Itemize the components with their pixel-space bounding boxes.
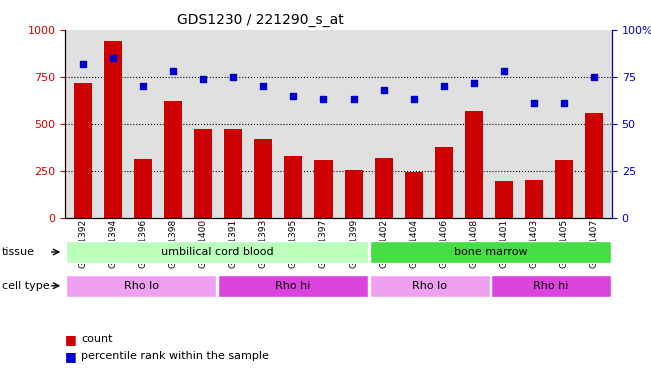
Point — [559, 100, 569, 106]
Text: bone marrow: bone marrow — [454, 247, 527, 257]
Bar — [217, 275, 368, 297]
Text: ■: ■ — [65, 350, 77, 363]
Point — [228, 74, 238, 80]
Bar — [314, 160, 333, 218]
Bar — [104, 41, 122, 218]
Point — [378, 87, 389, 93]
Text: percentile rank within the sample: percentile rank within the sample — [81, 351, 270, 361]
Point — [138, 83, 148, 89]
Bar — [225, 129, 242, 218]
Point — [589, 74, 599, 80]
Bar — [284, 156, 303, 218]
Text: count: count — [81, 334, 113, 344]
Text: Rho lo: Rho lo — [124, 281, 159, 291]
Point — [198, 76, 208, 82]
Bar — [370, 241, 611, 263]
Point — [258, 83, 269, 89]
Text: GDS1230 / 221290_s_at: GDS1230 / 221290_s_at — [177, 13, 344, 27]
Text: tissue: tissue — [2, 247, 35, 257]
Bar — [465, 111, 483, 218]
Bar — [194, 129, 212, 218]
Bar — [491, 275, 611, 297]
Point — [108, 55, 118, 61]
Bar — [374, 158, 393, 218]
Point — [348, 96, 359, 102]
Bar — [66, 275, 216, 297]
Bar — [405, 172, 422, 217]
Point — [408, 96, 419, 102]
Bar — [134, 159, 152, 218]
Text: Rho lo: Rho lo — [412, 281, 447, 291]
Point — [439, 83, 449, 89]
Bar — [435, 147, 452, 218]
Point — [288, 93, 299, 99]
Point — [168, 68, 178, 74]
Bar — [555, 160, 573, 218]
Text: ■: ■ — [65, 333, 77, 346]
Bar — [74, 82, 92, 218]
Text: umbilical cord blood: umbilical cord blood — [161, 247, 273, 257]
Bar — [255, 139, 272, 218]
Bar — [164, 101, 182, 217]
Point — [78, 61, 89, 67]
Bar — [525, 180, 543, 218]
Bar — [66, 241, 368, 263]
Text: Rho hi: Rho hi — [275, 281, 311, 291]
Point — [529, 100, 539, 106]
Bar — [344, 170, 363, 217]
Point — [318, 96, 329, 102]
Bar — [495, 181, 513, 218]
Point — [469, 80, 479, 86]
Bar — [370, 275, 490, 297]
Bar — [585, 113, 603, 218]
Point — [499, 68, 509, 74]
Text: Rho hi: Rho hi — [533, 281, 569, 291]
Text: cell type: cell type — [2, 281, 49, 291]
